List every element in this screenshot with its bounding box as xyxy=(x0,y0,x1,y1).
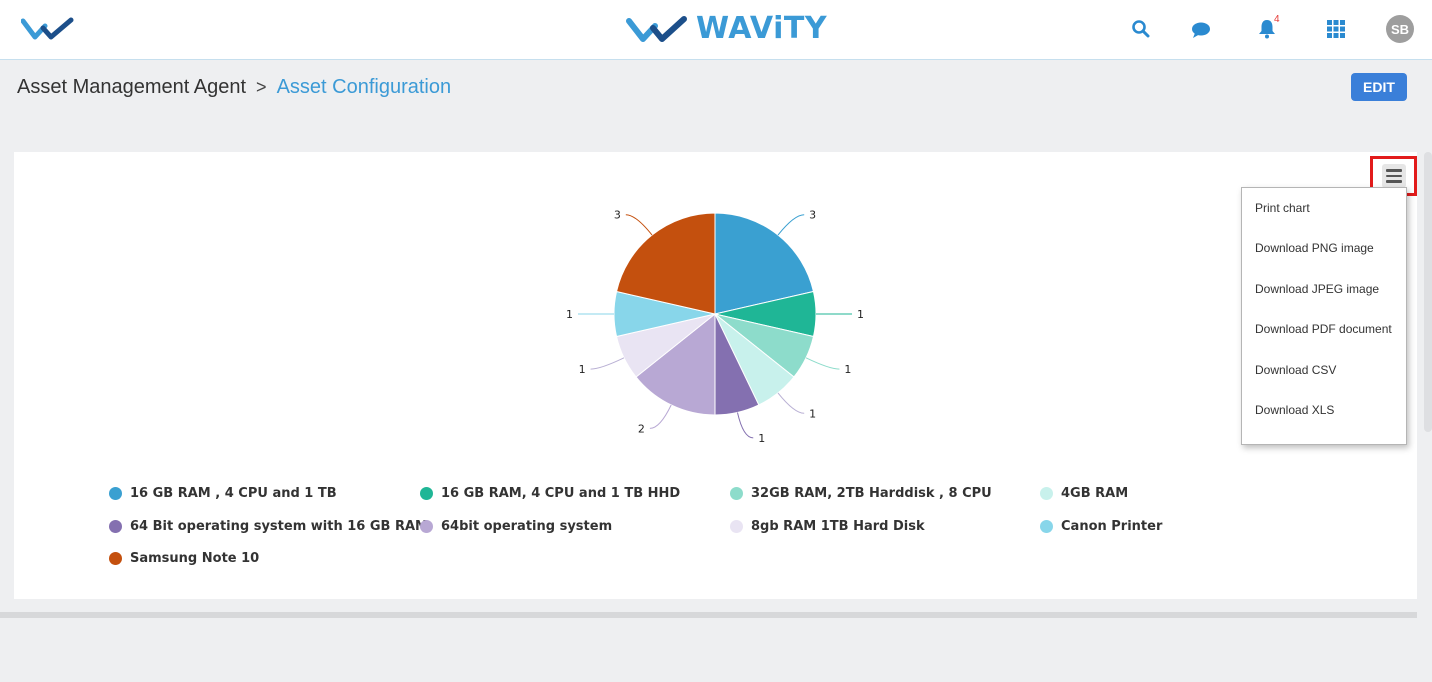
search-icon[interactable] xyxy=(1131,19,1151,39)
pie-data-label: 1 xyxy=(566,308,573,321)
pie-connector-line xyxy=(777,214,805,236)
legend-item[interactable]: 16 GB RAM , 4 CPU and 1 TB xyxy=(109,486,337,501)
pie-connector-line xyxy=(736,412,754,439)
top-navigation-bar: WAViTY 4 SB xyxy=(0,0,1432,60)
brand-logo: WAViTY xyxy=(626,11,827,46)
section-divider xyxy=(0,612,1417,618)
breadcrumb: Asset Management Agent > Asset Configurati… xyxy=(17,76,451,99)
legend-color-dot xyxy=(1040,487,1053,500)
legend-item[interactable]: 64 Bit operating system with 16 GB RAM xyxy=(109,519,428,534)
legend-color-dot xyxy=(109,487,122,500)
menu-item-print-chart[interactable]: Print chart xyxy=(1255,201,1310,215)
brand-name: WAViTY xyxy=(696,11,828,46)
pie-connector-line xyxy=(590,357,625,370)
wavity-logo-icon[interactable] xyxy=(21,17,77,41)
breadcrumb-current-page: Asset Configuration xyxy=(276,76,452,98)
legend-color-dot xyxy=(730,487,743,500)
pie-slice[interactable] xyxy=(635,312,716,416)
legend-label: 4GB RAM xyxy=(1061,486,1129,501)
pie-data-label: 2 xyxy=(638,422,645,435)
menu-item-download-png[interactable]: Download PNG image xyxy=(1255,241,1374,255)
pie-data-label: 3 xyxy=(614,209,621,222)
pie-data-label: 1 xyxy=(844,363,851,376)
legend-label: 64 Bit operating system with 16 GB RAM xyxy=(130,519,428,534)
user-avatar[interactable]: SB xyxy=(1386,15,1414,43)
pie-data-label: 1 xyxy=(809,407,816,420)
pie-connector-line xyxy=(805,357,840,370)
legend-color-dot xyxy=(730,520,743,533)
pie-slice[interactable] xyxy=(714,212,815,315)
menu-item-download-csv[interactable]: Download CSV xyxy=(1255,363,1337,377)
legend-item[interactable]: 16 GB RAM, 4 CPU and 1 TB HHD xyxy=(420,486,680,501)
edit-button[interactable]: EDIT xyxy=(1351,73,1407,101)
legend-item[interactable]: 32GB RAM, 2TB Harddisk , 8 CPU xyxy=(730,486,992,501)
menu-item-download-xls[interactable]: Download XLS xyxy=(1255,403,1335,417)
legend-color-dot xyxy=(1040,520,1053,533)
menu-item-download-jpeg[interactable]: Download JPEG image xyxy=(1255,282,1380,296)
legend-label: 8gb RAM 1TB Hard Disk xyxy=(751,519,925,534)
pie-data-label: 3 xyxy=(809,209,816,222)
pie-data-label: 1 xyxy=(857,308,864,321)
chat-icon[interactable] xyxy=(1191,21,1211,39)
scrollbar[interactable] xyxy=(1424,152,1432,432)
legend-color-dot xyxy=(420,487,433,500)
menu-item-download-pdf[interactable]: Download PDF document xyxy=(1255,322,1392,336)
notification-bell-icon[interactable] xyxy=(1257,18,1277,39)
pie-connector-line xyxy=(777,392,805,414)
breadcrumb-parent-link[interactable]: Asset Management Agent xyxy=(17,76,247,98)
legend-color-dot xyxy=(109,552,122,565)
export-dropdown-menu: Print chart Download PNG image Download … xyxy=(1241,187,1407,445)
legend-item[interactable]: 64bit operating system xyxy=(420,519,612,534)
legend-color-dot xyxy=(420,520,433,533)
legend-item[interactable]: Samsung Note 10 xyxy=(109,551,259,566)
legend-label: 16 GB RAM, 4 CPU and 1 TB HHD xyxy=(441,486,681,501)
legend-item[interactable]: Canon Printer xyxy=(1040,519,1162,534)
notification-count-badge: 4 xyxy=(1274,14,1280,25)
legend-color-dot xyxy=(109,520,122,533)
pie-chart: 3 1 1 1 1 2 1 1 3 xyxy=(566,209,864,445)
legend-item[interactable]: 8gb RAM 1TB Hard Disk xyxy=(730,519,925,534)
legend-label: 16 GB RAM , 4 CPU and 1 TB xyxy=(130,486,337,501)
pie-connector-line xyxy=(649,404,672,429)
legend-label: 32GB RAM, 2TB Harddisk , 8 CPU xyxy=(751,486,992,501)
pie-data-label: 1 xyxy=(579,363,586,376)
pie-data-label: 1 xyxy=(758,432,765,445)
legend-label: Canon Printer xyxy=(1061,519,1163,534)
legend-item[interactable]: 4GB RAM xyxy=(1040,486,1128,501)
legend-label: Samsung Note 10 xyxy=(130,551,260,566)
breadcrumb-separator: > xyxy=(256,77,267,97)
apps-grid-icon[interactable] xyxy=(1327,20,1345,38)
hamburger-menu-icon xyxy=(1381,164,1406,188)
chart-card: 3 1 1 1 1 2 1 1 3 16 GB RAM , 4 CPU and 1 TB 16 G… xyxy=(14,152,1417,599)
wavity-mark-icon xyxy=(626,15,687,42)
pie-connector-line xyxy=(625,214,653,236)
pie-slice[interactable] xyxy=(615,212,716,315)
legend-label: 64bit operating system xyxy=(441,519,613,534)
